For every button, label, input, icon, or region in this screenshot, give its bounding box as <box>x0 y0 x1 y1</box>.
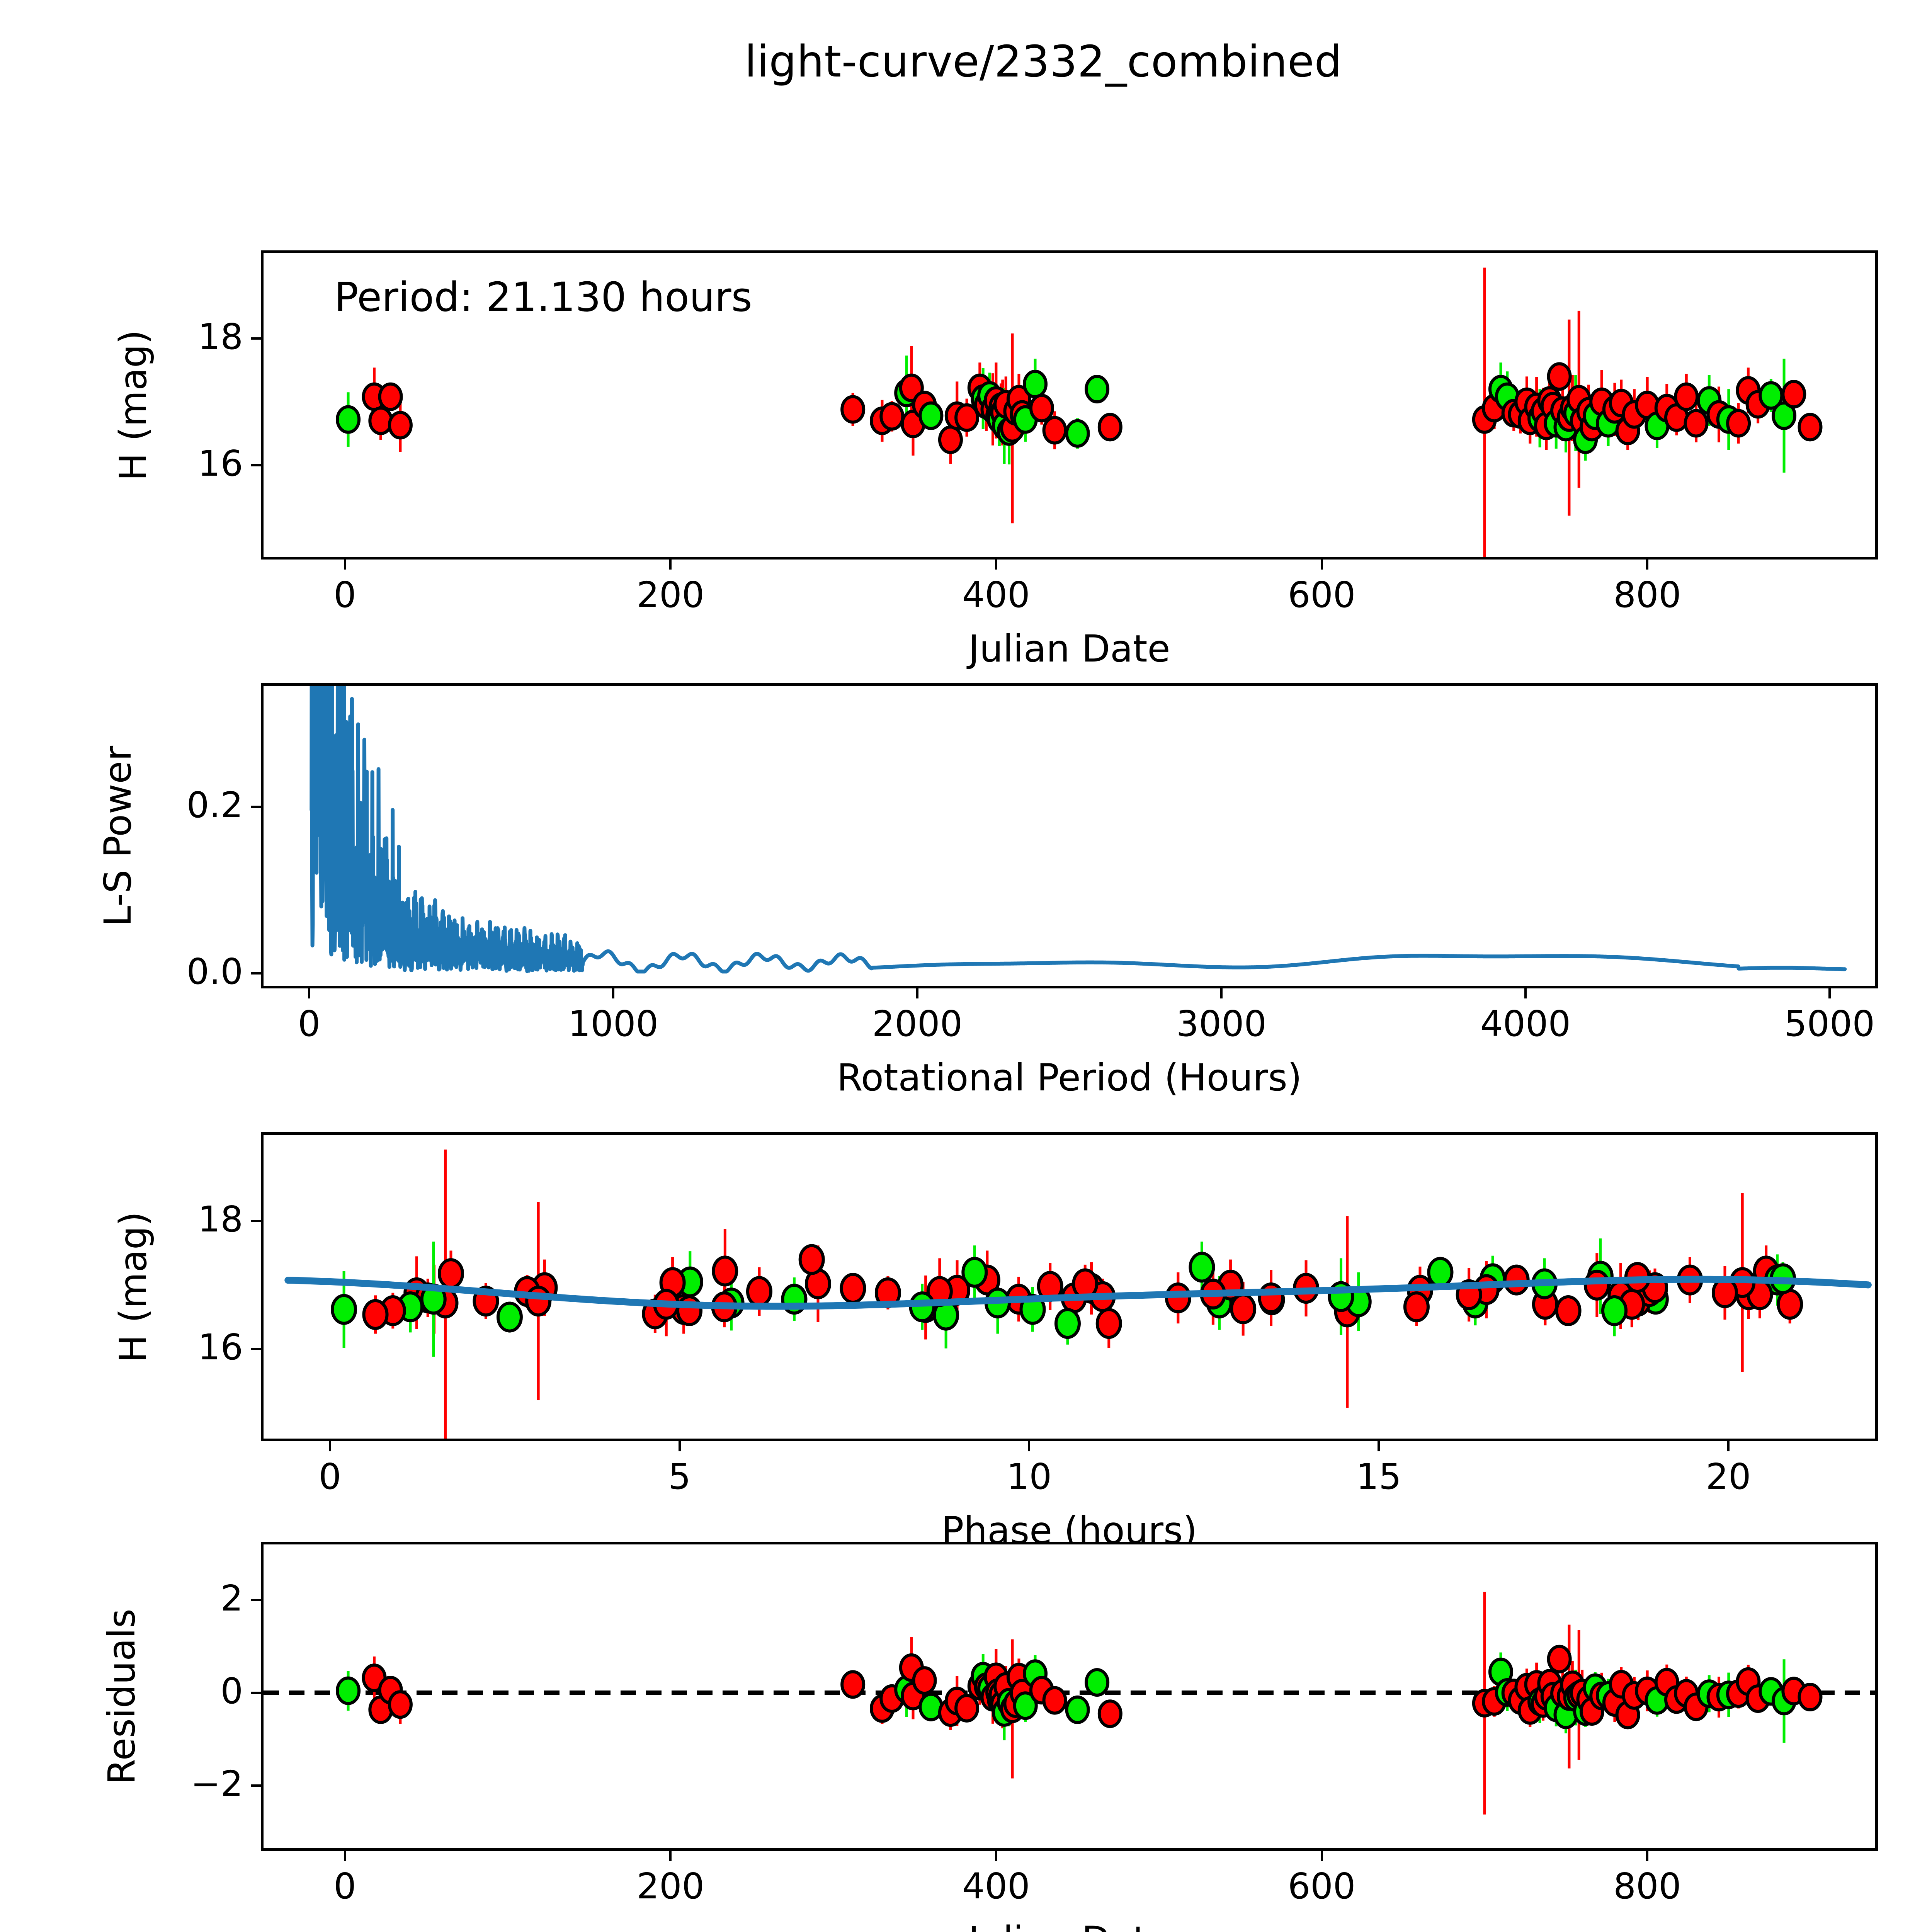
xtick-lightcurve <box>344 560 346 570</box>
data-markers <box>331 1244 1803 1339</box>
ytick-phase <box>251 1348 261 1350</box>
xtick-label-residuals: 200 <box>636 1866 705 1907</box>
ytick-label-phase: 16 <box>197 1327 243 1368</box>
xtick-label-periodogram: 3000 <box>1176 1003 1267 1044</box>
yaxis-label-phase: H (mag) <box>112 1211 155 1363</box>
xtick-lightcurve <box>995 560 997 570</box>
xtick-label-periodogram: 2000 <box>872 1003 963 1044</box>
ytick-label-lightcurve: 16 <box>197 442 243 484</box>
xtick-phase <box>678 1441 681 1451</box>
xtick-lightcurve <box>1320 560 1323 570</box>
xtick-periodogram <box>1524 988 1527 998</box>
xtick-label-phase: 20 <box>1706 1456 1751 1497</box>
xtick-residuals <box>344 1851 346 1861</box>
xtick-label-phase: 10 <box>1006 1456 1052 1497</box>
xaxis-label-lightcurve: Julian Date <box>968 627 1170 670</box>
figure-title: light-curve/2332_combined <box>744 37 1342 87</box>
ytick-label-residuals: −2 <box>190 1763 243 1804</box>
ytick-residuals <box>251 1599 261 1601</box>
ytick-residuals <box>251 1784 261 1787</box>
xtick-phase <box>1028 1441 1031 1451</box>
xtick-phase <box>1378 1441 1380 1451</box>
data-markers <box>336 1645 1823 1730</box>
yaxis-label-residuals: Residuals <box>100 1609 143 1785</box>
xtick-label-periodogram: 5000 <box>1784 1003 1875 1044</box>
ytick-residuals <box>251 1692 261 1694</box>
xtick-label-lightcurve: 200 <box>636 574 705 616</box>
data-markers <box>336 362 1823 454</box>
xtick-label-lightcurve: 600 <box>1287 574 1356 616</box>
xtick-label-phase: 0 <box>318 1456 342 1497</box>
sinusoid-fit-curve <box>284 1276 1872 1310</box>
panel-phase <box>261 1132 1878 1441</box>
xtick-label-lightcurve: 400 <box>962 574 1030 616</box>
xtick-periodogram <box>308 988 311 998</box>
ytick-label-periodogram: 0.2 <box>186 784 243 826</box>
xtick-periodogram <box>1220 988 1223 998</box>
ytick-label-residuals: 2 <box>220 1578 243 1619</box>
xtick-phase <box>328 1441 331 1451</box>
xtick-label-lightcurve: 800 <box>1613 574 1681 616</box>
xtick-label-residuals: 0 <box>333 1866 356 1907</box>
xtick-label-phase: 5 <box>668 1456 691 1497</box>
ytick-label-residuals: 0 <box>220 1670 243 1712</box>
xtick-lightcurve <box>669 560 672 570</box>
xtick-periodogram <box>612 988 615 998</box>
xtick-label-periodogram: 0 <box>298 1003 321 1044</box>
xaxis-label-periodogram: Rotational Period (Hours) <box>837 1056 1302 1099</box>
xaxis-label-residuals: Julian Date <box>261 1918 1878 1932</box>
yaxis-label-periodogram: L-S Power <box>96 745 139 927</box>
xtick-lightcurve <box>1646 560 1649 570</box>
ytick-label-lightcurve: 18 <box>197 316 243 358</box>
plot-area-phase <box>284 1150 1872 1439</box>
xtick-label-residuals: 400 <box>962 1866 1030 1907</box>
ytick-phase <box>251 1220 261 1223</box>
panel-periodogram <box>261 683 1878 988</box>
panel-lightcurve <box>261 250 1878 560</box>
ytick-periodogram <box>251 805 261 808</box>
panel-residuals <box>261 1542 1878 1851</box>
xtick-label-phase: 15 <box>1356 1456 1401 1497</box>
xtick-label-residuals: 800 <box>1613 1866 1681 1907</box>
plot-area-residuals <box>264 1592 1875 1815</box>
xtick-residuals <box>1646 1851 1649 1861</box>
plot-area-lightcurve <box>336 267 1823 557</box>
ytick-lightcurve <box>251 464 261 466</box>
xtick-label-lightcurve: 0 <box>333 574 356 616</box>
yaxis-label-lightcurve: H (mag) <box>112 330 155 481</box>
xtick-residuals <box>1320 1851 1323 1861</box>
xtick-label-residuals: 600 <box>1287 1866 1356 1907</box>
xtick-residuals <box>669 1851 672 1861</box>
xtick-periodogram <box>916 988 918 998</box>
xtick-phase <box>1727 1441 1730 1451</box>
periodogram-line <box>310 686 1847 974</box>
xtick-label-periodogram: 1000 <box>568 1003 659 1044</box>
period-annotation: Period: 21.130 hours <box>334 274 752 321</box>
ytick-label-periodogram: 0.0 <box>186 951 243 992</box>
ytick-lightcurve <box>251 337 261 340</box>
xtick-periodogram <box>1828 988 1831 998</box>
plot-area-periodogram <box>310 686 1847 974</box>
xtick-residuals <box>995 1851 997 1861</box>
xtick-label-periodogram: 4000 <box>1480 1003 1571 1044</box>
ytick-label-phase: 18 <box>197 1199 243 1240</box>
ytick-periodogram <box>251 972 261 975</box>
